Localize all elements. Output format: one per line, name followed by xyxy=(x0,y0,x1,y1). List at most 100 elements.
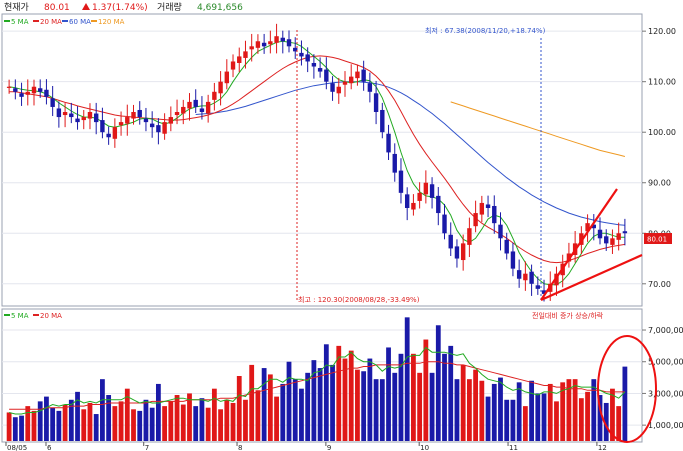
candle-body xyxy=(62,112,68,116)
volume-bar xyxy=(299,388,304,441)
volume-bar xyxy=(143,399,149,441)
volume-bar xyxy=(267,374,273,441)
x-tick-label: 11 xyxy=(509,444,518,451)
candle-body xyxy=(13,88,18,92)
candle-body xyxy=(317,68,323,72)
candle-body xyxy=(504,239,509,254)
volume-bar xyxy=(585,391,590,441)
current-price-tag xyxy=(644,233,672,244)
candle-body xyxy=(336,86,341,94)
candle-body xyxy=(485,204,491,208)
volume-bar xyxy=(162,406,168,441)
candle-body xyxy=(280,37,285,42)
candle-body xyxy=(516,270,522,279)
volume-bar xyxy=(286,361,292,441)
candlesticks xyxy=(6,23,628,302)
triangle-lower-line xyxy=(540,253,643,302)
volume-bar xyxy=(541,393,547,441)
candle-body xyxy=(149,123,155,128)
volume-bar xyxy=(572,379,578,441)
candle-body xyxy=(224,71,230,84)
candle-body xyxy=(429,184,435,198)
volume-bar xyxy=(149,407,155,441)
candle-body xyxy=(75,118,80,123)
price-tick-label: 110.00 xyxy=(648,78,676,87)
x-tick-label: 6 xyxy=(47,444,52,451)
candle-body xyxy=(324,69,329,82)
volume-bar xyxy=(317,368,323,441)
header-bar xyxy=(0,0,683,14)
volume-bar xyxy=(205,407,211,441)
candle-body xyxy=(193,99,198,107)
volume-bar xyxy=(473,369,479,441)
candle-body xyxy=(243,51,248,58)
candle-body xyxy=(442,214,447,234)
candle-body xyxy=(230,61,236,70)
candle-body xyxy=(44,89,49,97)
volume-bar xyxy=(404,317,410,441)
x-tick-label: 8 xyxy=(238,444,242,451)
volume-tick-label: 3,000,000 xyxy=(648,389,683,398)
volume-bar xyxy=(566,379,572,441)
triangle-upper-line xyxy=(540,188,618,301)
price-tick-label: 100.00 xyxy=(648,128,676,137)
candle-body xyxy=(411,202,416,210)
volume-ma5-line xyxy=(8,346,626,415)
volume-bar xyxy=(603,402,609,441)
volume-bar xyxy=(417,372,423,441)
volume-bar xyxy=(106,395,112,441)
volume-bar xyxy=(224,399,230,441)
price-ma60-line xyxy=(195,81,625,226)
volume-bar xyxy=(118,401,124,441)
x-tick-label: 08/05 xyxy=(7,444,27,451)
volume-bar xyxy=(466,379,472,441)
candle-body xyxy=(342,81,348,85)
volume-label: 거래량 xyxy=(157,1,182,13)
current-price-tag-text: 80.01 xyxy=(647,236,667,244)
volume-bar xyxy=(379,379,385,441)
volume-bar xyxy=(516,382,522,441)
legend-120ma-label: 120 MA xyxy=(98,18,125,26)
candle-body xyxy=(25,91,30,95)
x-tick-label: 7 xyxy=(145,444,149,451)
price-ma5-line xyxy=(9,40,625,286)
candle-body xyxy=(591,224,596,229)
candle-body xyxy=(473,213,478,227)
candle-body xyxy=(616,233,621,240)
candle-body xyxy=(380,109,385,133)
candle-body xyxy=(274,36,279,43)
volume-bars xyxy=(6,317,628,441)
candle-body xyxy=(93,113,99,123)
candle-body xyxy=(255,41,261,48)
highlight-ellipse xyxy=(597,335,657,443)
candle-body xyxy=(69,113,74,118)
volume-bar xyxy=(578,398,584,441)
volume-bar xyxy=(373,379,379,441)
volume-bar xyxy=(236,376,242,441)
candle-body xyxy=(261,42,267,47)
volume-bar xyxy=(535,393,541,441)
candle-body xyxy=(492,205,497,224)
volume-bar xyxy=(491,383,497,441)
volume-bar xyxy=(597,395,603,441)
volume-bar xyxy=(398,353,404,441)
volume-bar xyxy=(386,347,391,441)
volume-bar xyxy=(180,404,186,441)
candle-body xyxy=(460,243,466,261)
candle-body xyxy=(205,101,211,114)
volume-bar xyxy=(131,409,136,441)
candle-body xyxy=(237,56,242,63)
volume-ma-lines xyxy=(8,346,626,415)
candle-body xyxy=(118,122,124,126)
candle-body xyxy=(349,76,354,84)
volume-bar xyxy=(243,399,248,441)
volume-bar xyxy=(230,402,236,441)
x-axis-ticks: 08/05 6 7 8 9 10 11 12 xyxy=(5,442,607,451)
volume-bar xyxy=(19,415,24,441)
x-tick-label: 12 xyxy=(598,444,607,451)
vol-legend-5ma-label: 5 MA xyxy=(11,312,29,320)
candle-body xyxy=(187,101,192,109)
volume-bar xyxy=(75,391,80,441)
